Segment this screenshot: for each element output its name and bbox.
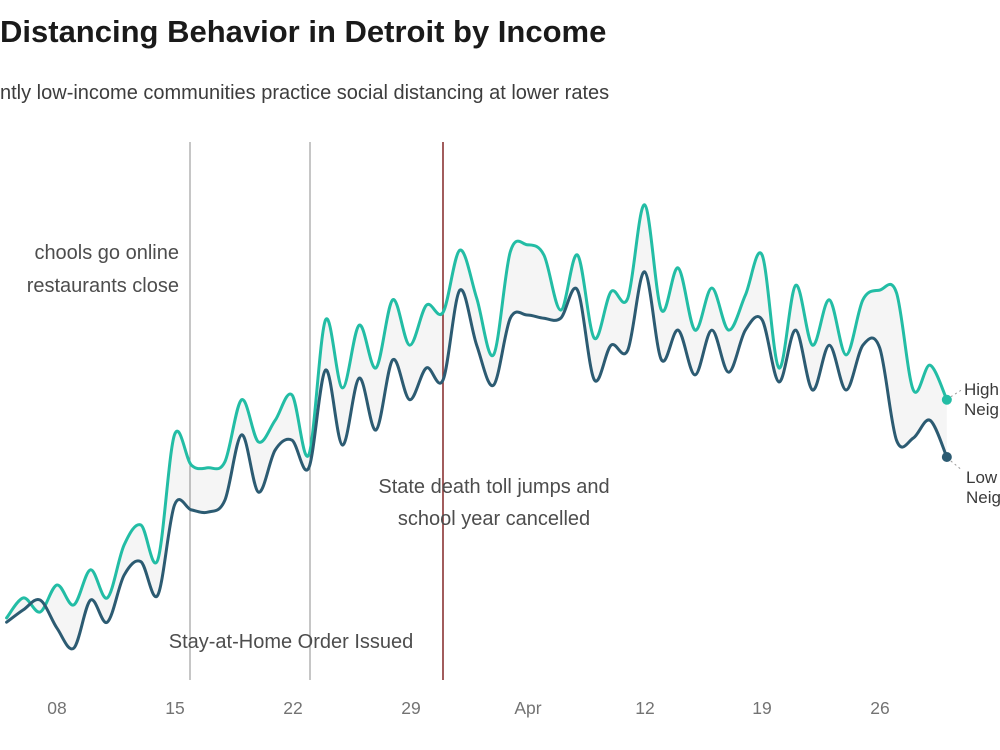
- chart-svg: [5, 142, 963, 680]
- page-title: Distancing Behavior in Detroit by Income: [0, 14, 607, 49]
- leader-low: [950, 460, 963, 471]
- x-tick-label-12: 12: [635, 698, 655, 718]
- low_income_neighborhoods-line: [5, 270, 949, 651]
- annotation-death-toll-line1: State death toll jumps and: [378, 476, 610, 498]
- annotation-schools-line2: restaurants close: [26, 275, 179, 297]
- series-label-low-income: Low Neig: [966, 468, 1000, 508]
- x-tick-label-15: 15: [165, 698, 185, 718]
- high_income_neighborhoods-end-dot: [941, 394, 952, 405]
- series-label-high-income: High Neig: [964, 380, 1000, 420]
- annotation-death-toll-line2: school year cancelled: [397, 508, 591, 530]
- low_income_neighborhoods-end-dot: [941, 451, 952, 462]
- annotation-stay-at-home: Stay-at-Home Order Issued: [168, 631, 414, 653]
- series-label-high-line1: High: [964, 380, 999, 399]
- annotation-schools-restaurants: chools go online restaurants close: [0, 237, 179, 303]
- x-axis: 08 15 22 29 Apr 12 19 26: [0, 698, 1000, 722]
- between-lines-fill: [6, 204, 947, 649]
- series-label-low-line2: Neig: [966, 488, 1000, 507]
- annotation-death-toll: State death toll jumps and school year c…: [333, 471, 655, 535]
- leader-high: [950, 389, 963, 398]
- page-subtitle: ntly low-income communities practice soc…: [0, 82, 610, 104]
- x-tick-label-22: 22: [283, 698, 303, 718]
- x-tick-label-26: 26: [870, 698, 890, 718]
- high_income_neighborhoods-line: [5, 203, 949, 620]
- x-tick-label-Apr: Apr: [514, 698, 542, 718]
- x-tick-label-08: 08: [47, 698, 67, 718]
- series-label-high-line2: Neig: [964, 400, 999, 419]
- annotation-schools-line1: chools go online: [34, 242, 179, 264]
- x-tick-label-29: 29: [401, 698, 421, 718]
- x-tick-label-19: 19: [752, 698, 772, 718]
- series-label-low-line1: Low: [966, 468, 998, 487]
